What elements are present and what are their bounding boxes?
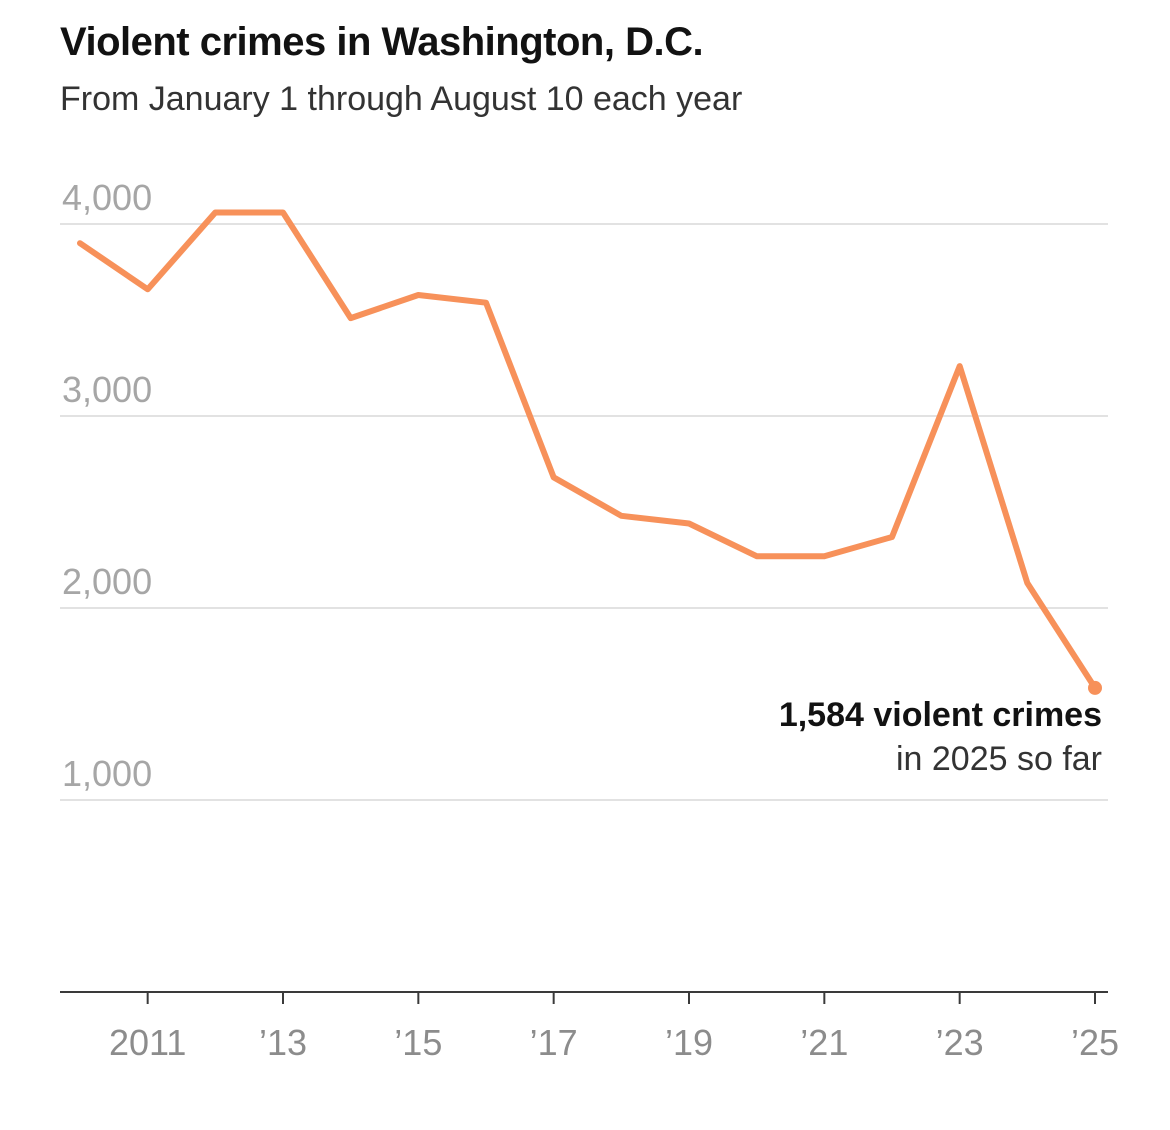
series-line: [77, 209, 1098, 691]
y-tick-label: 2,000: [62, 561, 152, 602]
gridlines: [60, 223, 1108, 801]
x-axis: 2011 ’13 ’15 ’17 ’19 ’21 ’23 ’25: [60, 991, 1119, 1063]
x-tick-label: ’25: [1071, 1022, 1119, 1063]
annotation: 1,584 violent crimes in 2025 so far: [779, 696, 1102, 778]
chart-title: Violent crimes in Washington, D.C.: [60, 20, 704, 64]
x-tick-label: ’15: [394, 1022, 442, 1063]
series-layer: [77, 209, 1102, 695]
chart-subtitle: From January 1 through August 10 each ye…: [60, 80, 743, 118]
x-tick-label: ’13: [259, 1022, 307, 1063]
x-tick-label: ’19: [665, 1022, 713, 1063]
annotation-value: 1,584 violent crimes: [779, 696, 1102, 734]
x-tick-label: ’17: [530, 1022, 578, 1063]
annotation-note: in 2025 so far: [896, 740, 1102, 778]
x-tick-label: ’23: [936, 1022, 984, 1063]
x-tick-label: ’21: [800, 1022, 848, 1063]
y-tick-label: 1,000: [62, 753, 152, 794]
x-tick-label: 2011: [109, 1022, 186, 1063]
y-tick-label: 3,000: [62, 369, 152, 410]
end-point: [1088, 680, 1102, 695]
y-axis-labels: 1,000 2,000 3,000 4,000: [62, 177, 152, 794]
y-tick-label: 4,000: [62, 177, 152, 218]
